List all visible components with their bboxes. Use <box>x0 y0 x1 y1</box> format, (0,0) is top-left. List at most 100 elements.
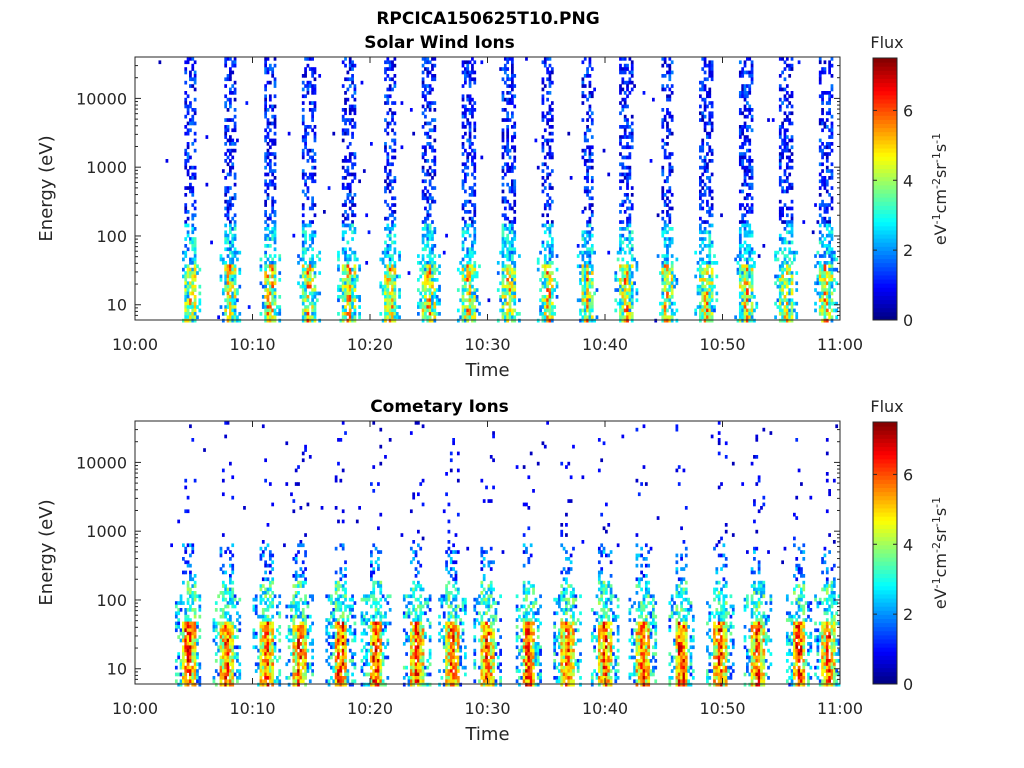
heatmap-cell <box>741 298 745 303</box>
heatmap-cell <box>433 278 437 282</box>
heatmap-cell <box>189 679 192 684</box>
heatmap-cell <box>466 298 470 303</box>
heatmap-cell <box>456 318 460 323</box>
heatmap-cell <box>344 315 347 320</box>
heatmap-cell <box>193 199 197 204</box>
heatmap-cell <box>471 298 474 303</box>
heatmap-cell <box>191 77 195 82</box>
heatmap-cell <box>630 135 634 139</box>
heatmap-cell <box>391 254 394 258</box>
heatmap-cell <box>431 257 434 262</box>
heatmap-cell <box>464 254 467 258</box>
heatmap-cell <box>424 274 427 279</box>
heatmap-cell <box>391 291 394 296</box>
heatmap-cell <box>661 267 665 272</box>
heatmap-cell <box>231 591 235 595</box>
heatmap-cell <box>341 264 345 269</box>
heatmap-cell <box>205 135 209 139</box>
heatmap-cell <box>738 257 742 262</box>
heatmap-cell <box>508 203 512 207</box>
heatmap-cell <box>341 118 345 122</box>
heatmap-cell <box>583 264 587 269</box>
colorbar-swatch <box>873 135 897 141</box>
heatmap-cell <box>308 274 312 279</box>
heatmap-cell <box>823 67 827 71</box>
heatmap-cell <box>198 679 202 684</box>
heatmap-cell <box>435 267 439 272</box>
heatmap-cell <box>503 301 507 306</box>
heatmap-cell <box>424 267 427 272</box>
heatmap-cell <box>189 563 192 568</box>
heatmap-cell <box>466 261 470 265</box>
heatmap-cell <box>229 628 232 633</box>
heatmap-cell <box>388 77 392 82</box>
heatmap-cell <box>468 308 472 313</box>
heatmap-cell <box>666 128 669 133</box>
heatmap-cell <box>703 298 707 303</box>
heatmap-cell <box>581 274 585 279</box>
heatmap-cell <box>184 618 188 622</box>
heatmap-cell <box>828 152 831 156</box>
colorbar-swatch <box>873 279 897 284</box>
heatmap-cell <box>339 288 343 292</box>
heatmap-cell <box>193 580 197 585</box>
heatmap-cell <box>511 165 514 170</box>
heatmap-cell <box>189 577 192 582</box>
heatmap-cell <box>750 172 754 177</box>
heatmap-cell <box>268 230 272 235</box>
heatmap-cell <box>743 233 747 238</box>
heatmap-cell <box>746 210 749 214</box>
heatmap-cell <box>663 114 667 119</box>
heatmap-cell <box>746 114 749 119</box>
heatmap-cell <box>708 308 712 313</box>
heatmap-cell <box>184 485 188 490</box>
heatmap-cell <box>788 288 792 292</box>
heatmap-cell <box>398 295 401 299</box>
heatmap-cell <box>581 301 585 306</box>
heatmap-cell <box>233 57 237 61</box>
heatmap-cell <box>264 220 267 224</box>
heatmap-cell <box>626 223 629 228</box>
heatmap-cell <box>743 240 747 245</box>
x-tick-label: 10:40 <box>582 335 628 354</box>
heatmap-cell <box>511 227 514 231</box>
heatmap-cell <box>790 91 794 95</box>
heatmap-cell <box>701 274 705 279</box>
heatmap-cell <box>278 257 282 262</box>
heatmap-cell <box>743 305 747 309</box>
heatmap-cell <box>619 291 622 296</box>
heatmap-cell <box>428 172 432 177</box>
heatmap-cell <box>473 261 477 265</box>
heatmap-cell <box>348 60 352 65</box>
heatmap-cell <box>501 165 505 170</box>
heatmap-cell <box>818 193 822 197</box>
heatmap-cell <box>344 247 347 252</box>
heatmap-cell <box>501 240 505 245</box>
heatmap-cell <box>783 240 787 245</box>
heatmap-cell <box>184 104 188 109</box>
heatmap-cell <box>433 63 437 68</box>
heatmap-cell <box>473 135 477 139</box>
heatmap-cell <box>586 111 589 116</box>
heatmap-cell <box>790 63 794 68</box>
heatmap-cell <box>748 108 752 112</box>
heatmap-cell <box>189 186 192 190</box>
heatmap-cell <box>546 193 549 197</box>
heatmap-cell <box>191 261 195 265</box>
heatmap-cell <box>386 250 390 255</box>
heatmap-cell <box>661 145 665 150</box>
heatmap-cell <box>226 315 230 320</box>
heatmap-cell <box>417 312 420 316</box>
heatmap-cell <box>229 587 232 592</box>
heatmap-cell <box>304 94 307 99</box>
heatmap-cell <box>174 611 178 616</box>
heatmap-cell <box>393 80 397 85</box>
heatmap-cell <box>273 271 277 275</box>
heatmap-cell <box>308 261 312 265</box>
heatmap-cell <box>628 264 632 269</box>
heatmap-cell <box>346 145 350 150</box>
heatmap-cell <box>231 271 235 275</box>
heatmap-cell <box>750 186 754 190</box>
heatmap-cell <box>774 315 777 320</box>
heatmap-cell <box>433 155 437 160</box>
